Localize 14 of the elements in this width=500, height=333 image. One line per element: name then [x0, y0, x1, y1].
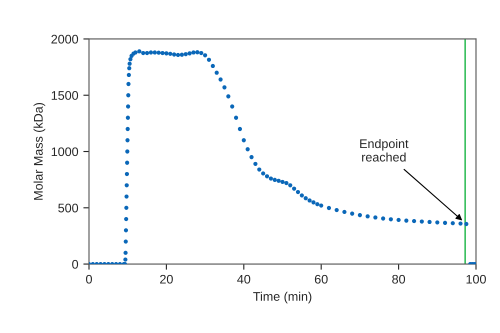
x-tick-label: 40 — [237, 274, 250, 284]
y-axis-title: Molar Mass (kDa) — [34, 102, 46, 200]
y-tick-label: 0 — [72, 260, 78, 269]
x-tick-label: 60 — [314, 274, 328, 284]
y-tick-label: 1500 — [52, 91, 78, 100]
x-axis-title: Time (min) — [253, 292, 312, 304]
x-tick-label: 100 — [466, 274, 486, 284]
y-tick-label: 2000 — [51, 34, 78, 44]
x-tick-label: 0 — [86, 274, 92, 284]
x-tick-label: 20 — [160, 274, 173, 284]
y-tick-label: 500 — [58, 204, 78, 212]
y-tick-label: 1000 — [52, 147, 78, 156]
annotation: Endpoint reached — [360, 138, 408, 162]
x-tick-label: 80 — [392, 274, 406, 284]
